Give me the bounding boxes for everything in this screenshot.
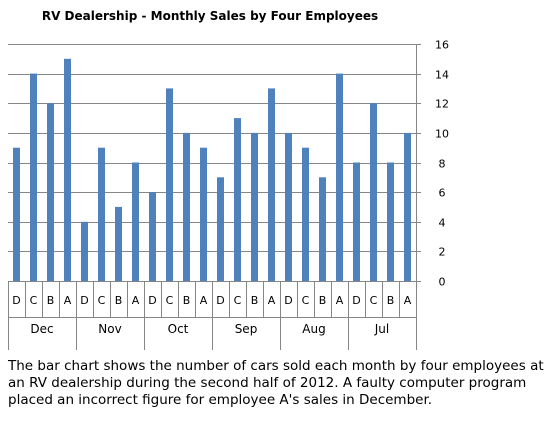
bar: [132, 162, 139, 281]
bar: [217, 177, 224, 281]
y-tick-label: 0: [439, 276, 446, 289]
bar: [81, 221, 88, 282]
category-label: A: [336, 294, 344, 307]
category-label: C: [98, 294, 106, 307]
bar: [370, 103, 377, 282]
y-tick-label: 6: [439, 187, 446, 200]
month-label: Sep: [235, 322, 258, 336]
bar: [149, 192, 156, 281]
category-label: B: [115, 294, 123, 307]
category-label: D: [12, 294, 20, 307]
category-label: C: [166, 294, 174, 307]
category-label: D: [216, 294, 224, 307]
bar: [234, 118, 241, 281]
category-label: B: [47, 294, 55, 307]
category-label: C: [370, 294, 378, 307]
y-tick-label: 8: [439, 158, 446, 171]
category-label: C: [234, 294, 242, 307]
category-label: D: [80, 294, 88, 307]
category-label: A: [404, 294, 412, 307]
category-label: B: [183, 294, 191, 307]
bar: [353, 162, 360, 281]
bar: [115, 206, 122, 281]
month-label: Aug: [302, 322, 325, 336]
bar: [13, 147, 20, 281]
month-label: Jul: [374, 322, 389, 336]
bar: [302, 147, 309, 281]
bar: [387, 162, 394, 281]
y-tick-label: 4: [439, 217, 446, 230]
bar: [336, 73, 343, 281]
bar: [98, 147, 105, 281]
bar: [166, 88, 173, 282]
category-label: B: [251, 294, 259, 307]
month-label: Dec: [30, 322, 53, 336]
category-label: B: [387, 294, 395, 307]
category-label: A: [132, 294, 140, 307]
bar: [64, 58, 71, 281]
bar: [404, 132, 411, 281]
month-label: Nov: [98, 322, 121, 336]
category-label: A: [268, 294, 276, 307]
bar: [268, 88, 275, 282]
category-label: B: [319, 294, 327, 307]
category-label: C: [30, 294, 38, 307]
category-label: D: [352, 294, 360, 307]
y-axis: 0 2 4 6 8 10 12 14 16: [416, 39, 449, 289]
chart-title: RV Dealership - Monthly Sales by Four Em…: [41, 9, 379, 23]
category-label: A: [200, 294, 208, 307]
category-label: D: [284, 294, 292, 307]
bar: [285, 132, 292, 281]
y-tick-label: 12: [435, 98, 449, 111]
bar: [30, 73, 37, 281]
y-tick-label: 2: [439, 246, 446, 259]
caption-text: The bar chart shows the number of cars s…: [8, 358, 544, 408]
bar: [47, 103, 54, 282]
y-tick-label: 16: [435, 39, 449, 52]
bar: [200, 147, 207, 281]
category-label: A: [64, 294, 72, 307]
bar: [251, 132, 258, 281]
bar: [319, 177, 326, 281]
month-label: Oct: [168, 322, 189, 336]
y-tick-label: 10: [435, 128, 449, 141]
category-label: C: [302, 294, 310, 307]
category-label: D: [148, 294, 156, 307]
bars: [13, 58, 411, 282]
bar: [183, 132, 190, 281]
y-tick-label: 14: [435, 69, 449, 82]
